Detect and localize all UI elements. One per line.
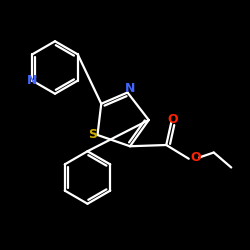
Text: N: N [27,74,38,87]
Text: S: S [88,128,97,141]
Text: N: N [125,82,135,95]
Text: O: O [167,113,178,126]
Text: O: O [190,151,201,164]
